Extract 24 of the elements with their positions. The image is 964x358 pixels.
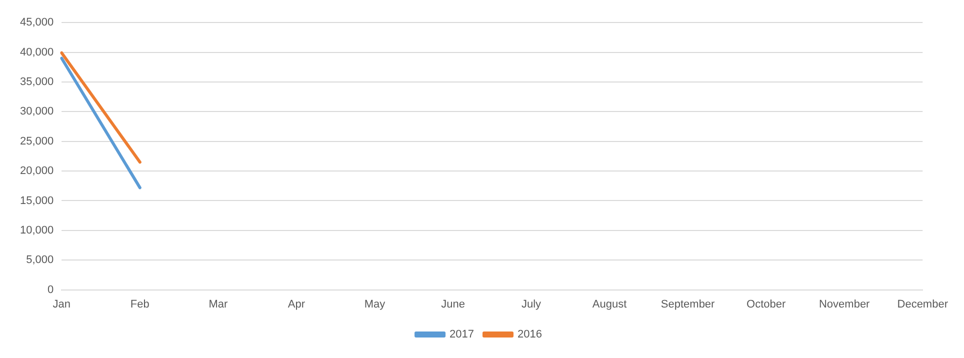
x-tick-label: November xyxy=(818,298,870,310)
x-tick-label: Feb xyxy=(130,298,150,310)
y-tick-label: 40,000 xyxy=(20,46,54,58)
y-tick-label: 35,000 xyxy=(20,76,54,88)
x-tick-label: May xyxy=(364,298,386,310)
x-tick-label: September xyxy=(660,298,716,310)
y-tick-label: 5,000 xyxy=(26,254,54,266)
y-tick-label: 0 xyxy=(48,284,54,296)
x-tick-label: Mar xyxy=(208,298,228,310)
legend-label: 2016 xyxy=(518,328,542,341)
y-tick-label: 10,000 xyxy=(20,224,54,236)
x-tick-label: December xyxy=(897,298,948,310)
legend-label: 2017 xyxy=(450,328,474,341)
y-tick-label: 30,000 xyxy=(20,106,54,118)
y-tick-label: 45,000 xyxy=(20,16,54,29)
x-tick-label: July xyxy=(521,298,542,310)
x-tick-label: Jan xyxy=(52,298,71,310)
x-tick-label: June xyxy=(441,298,465,310)
y-tick-label: 15,000 xyxy=(20,194,54,207)
y-tick-label: 25,000 xyxy=(20,135,54,148)
y-tick-label: 20,000 xyxy=(20,165,54,178)
x-tick-label: Apr xyxy=(288,298,306,310)
x-tick-label: August xyxy=(592,298,627,310)
x-tick-label: October xyxy=(746,298,786,310)
